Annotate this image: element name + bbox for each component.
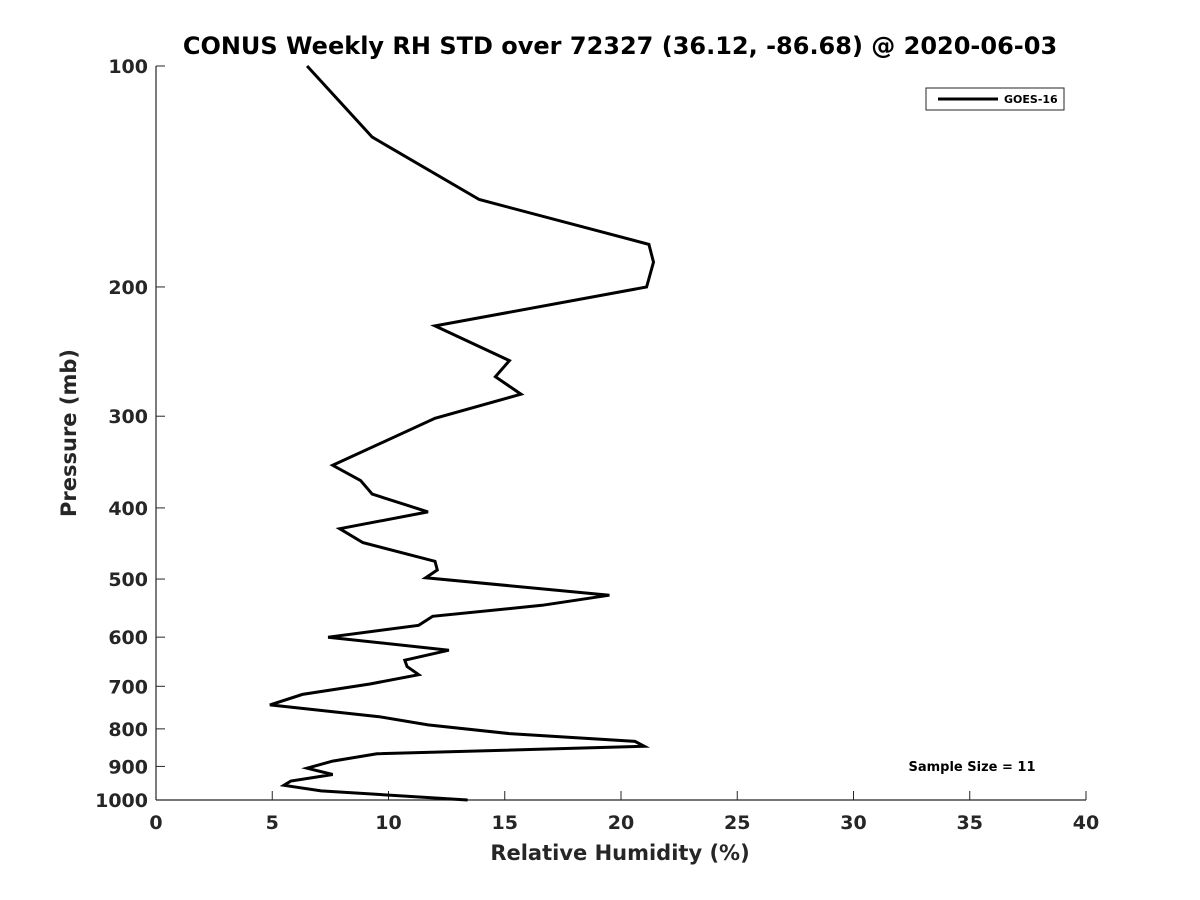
y-tick-label: 200 [108,277,148,299]
y-tick-label: 100 [108,56,148,78]
legend: GOES-16 [925,87,1065,111]
plot-frame [155,66,1086,801]
x-tick-label: 15 [492,812,518,834]
y-axis-label: Pressure (mb) [57,349,81,517]
y-tick-label: 1000 [95,790,148,812]
sample-size-annotation: Sample Size = 11 [908,760,1035,775]
y-ticks: 100 200 300 400 500 600 700 800 900 1000 [95,56,165,812]
y-tick-label: 400 [108,498,148,520]
y-tick-label: 900 [108,756,148,778]
legend-label-goes-16: GOES-16 [1004,93,1058,106]
y-tick-label: 800 [108,719,148,741]
x-tick-label: 10 [375,812,401,834]
y-tick-label: 700 [108,676,148,698]
x-tick-label: 25 [724,812,750,834]
x-axis-label: Relative Humidity (%) [490,841,749,865]
y-tick-label: 600 [108,627,148,649]
chart-title: CONUS Weekly RH STD over 72327 (36.12, -… [183,32,1057,60]
x-tick-label: 0 [149,812,162,834]
x-ticks: 0 5 10 15 20 25 30 35 40 [149,791,1099,834]
x-tick-label: 30 [840,812,866,834]
x-tick-label: 35 [957,812,983,834]
x-tick-label: 40 [1073,812,1099,834]
y-tick-label: 300 [108,406,148,428]
y-tick-label: 500 [108,569,148,591]
series-layer [269,64,656,802]
x-tick-label: 5 [266,812,279,834]
x-tick-label: 20 [608,812,634,834]
series-line-goes-16 [269,64,656,802]
